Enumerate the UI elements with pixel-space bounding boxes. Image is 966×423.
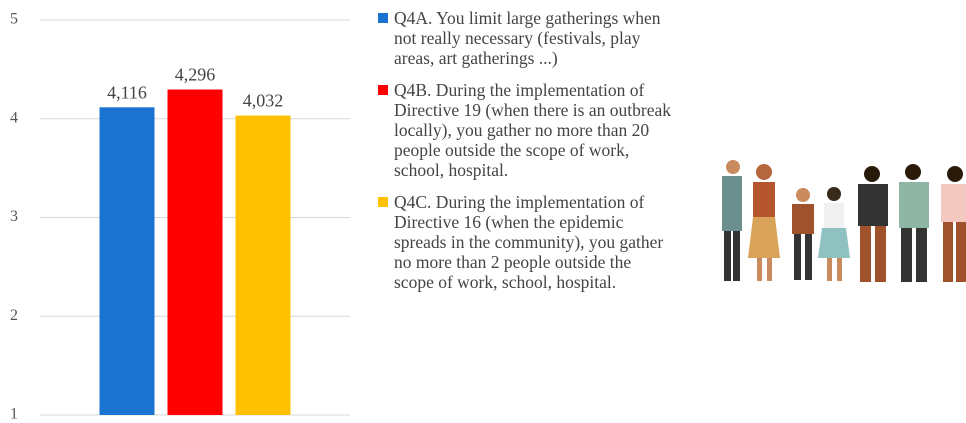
legend-swatch — [378, 85, 388, 95]
value-label: 4,032 — [243, 91, 284, 111]
legend-label: Q4C. During the implementation of Direct… — [394, 192, 664, 292]
legend-entry: Q4B. During the implementation of Direct… — [375, 80, 675, 180]
y-tick-label: 5 — [10, 11, 18, 28]
people-illustration — [722, 160, 966, 282]
legend-swatch — [378, 13, 388, 23]
legend: Q4A. You limit large gatherings when not… — [375, 8, 675, 304]
value-label: 4,116 — [107, 82, 147, 102]
bar — [167, 89, 223, 416]
y-tick-label: 2 — [10, 307, 18, 324]
value-label: 4,296 — [175, 65, 216, 85]
bar — [99, 107, 155, 416]
legend-label: Q4B. During the implementation of Direct… — [394, 80, 671, 180]
y-tick-label: 4 — [10, 109, 18, 126]
legend-label: Q4A. You limit large gatherings when not… — [394, 8, 661, 68]
bar — [235, 115, 291, 415]
y-tick-label: 1 — [10, 406, 18, 423]
legend-entry: Q4C. During the implementation of Direct… — [375, 192, 675, 292]
y-tick-label: 3 — [10, 208, 18, 225]
legend-entry: Q4A. You limit large gatherings when not… — [375, 8, 675, 68]
legend-swatch — [378, 197, 388, 207]
